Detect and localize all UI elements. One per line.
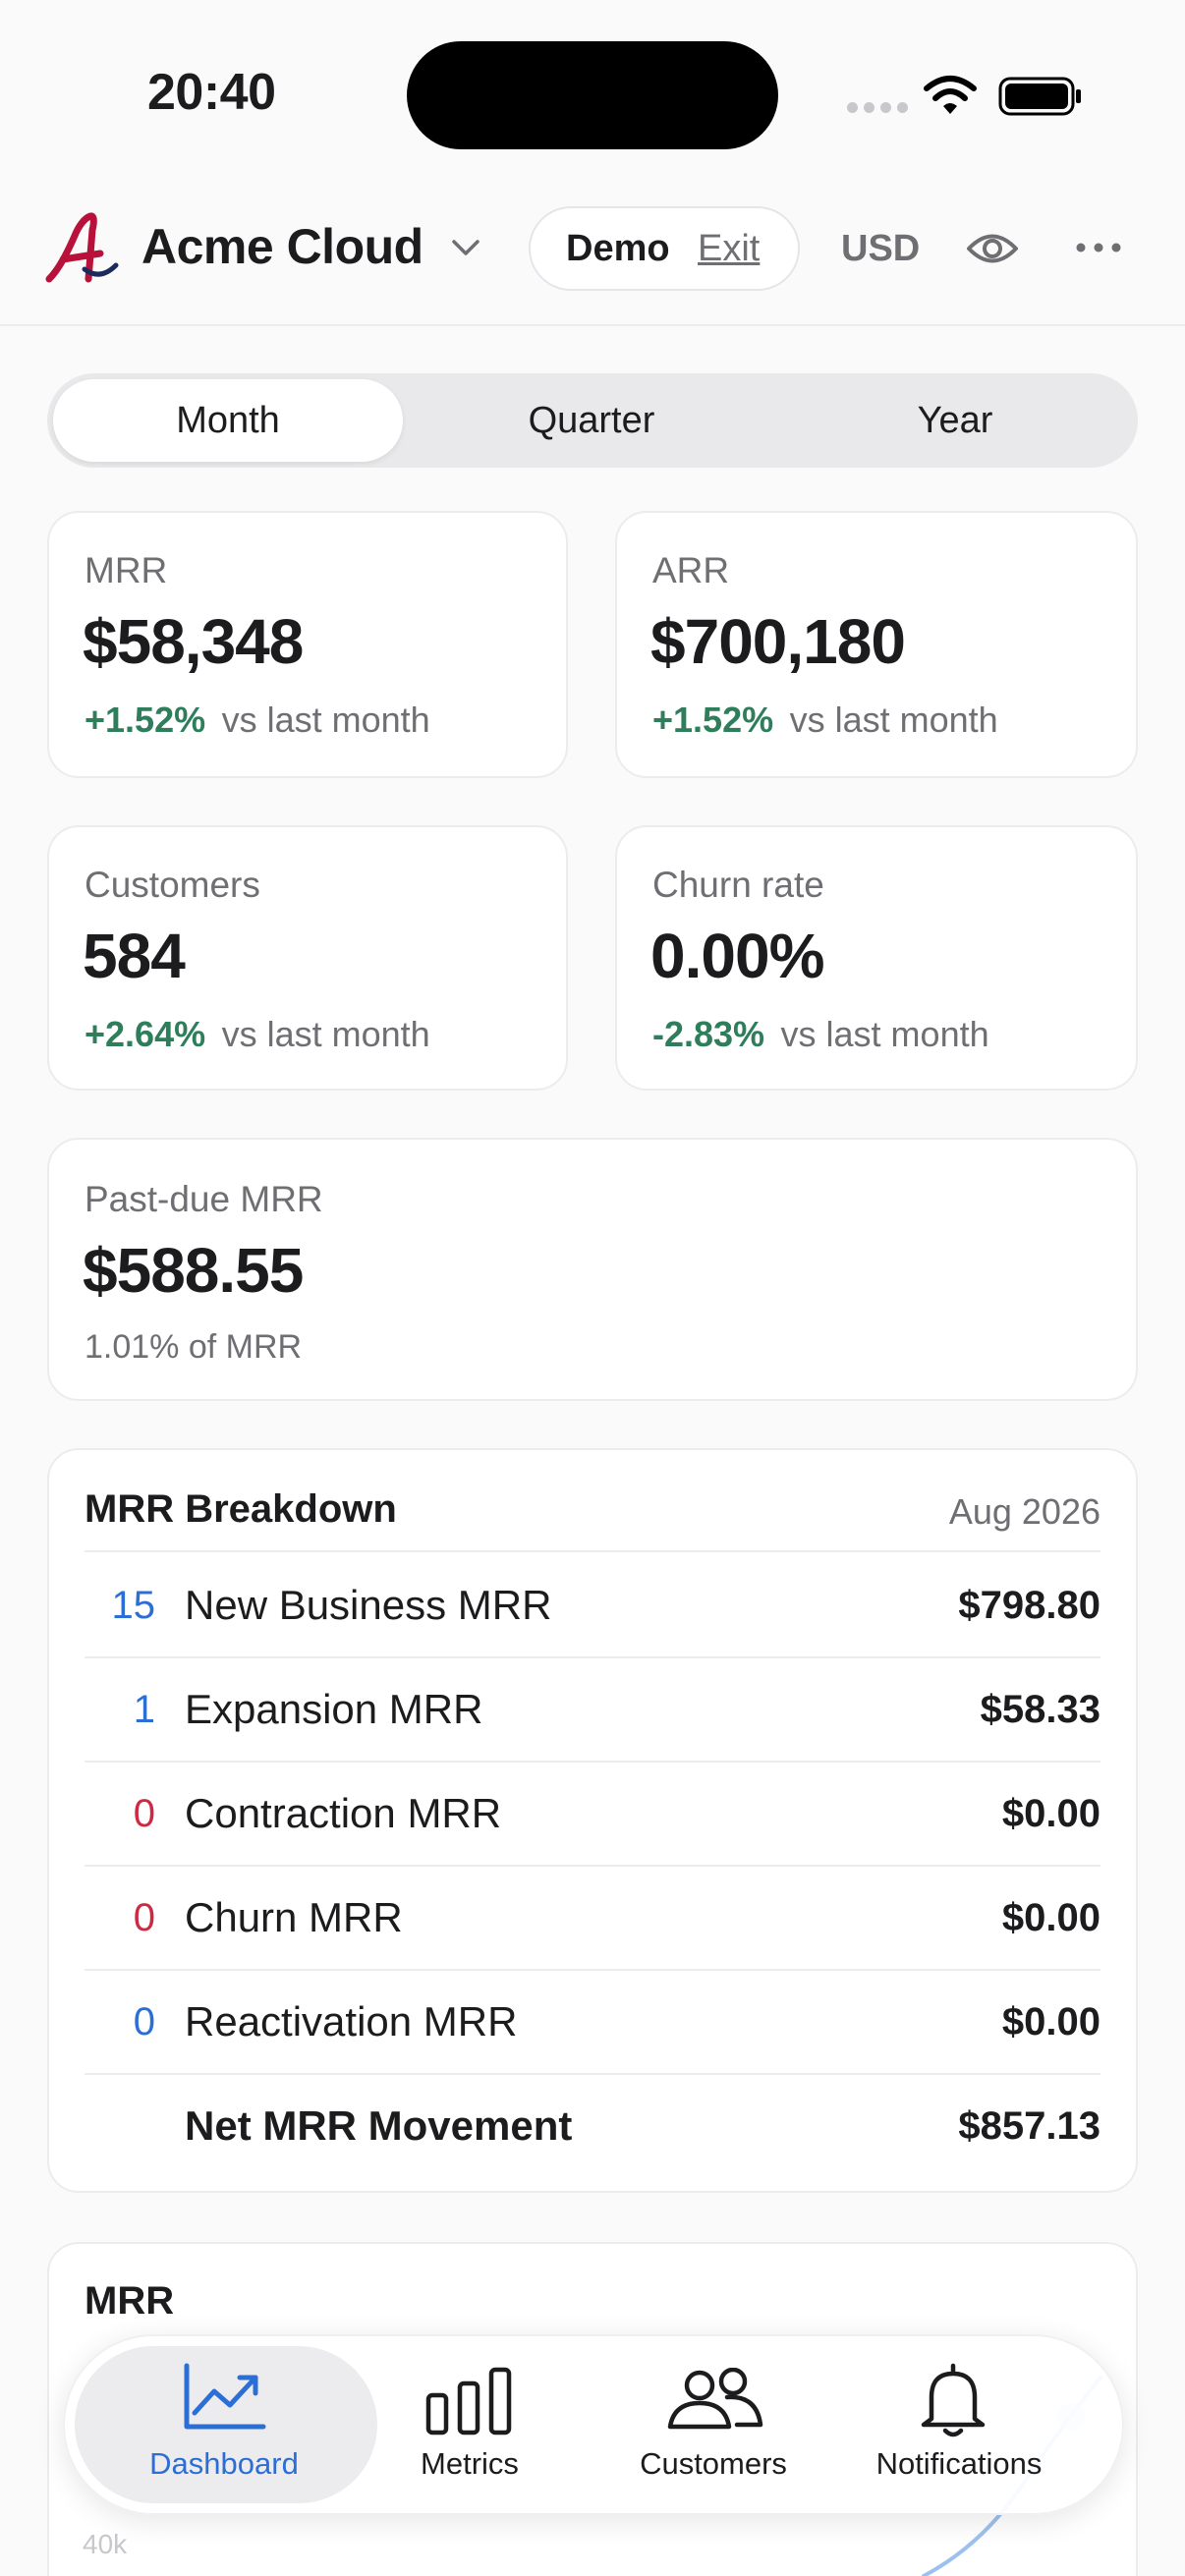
breakdown-count: 0 — [133, 1792, 155, 1835]
breakdown-count: 1 — [133, 1688, 155, 1731]
breakdown-label: Contraction MRR — [185, 1790, 502, 1836]
eye-icon[interactable] — [965, 222, 1020, 275]
divider — [85, 1550, 1100, 1552]
tab-metrics-label: Metrics — [421, 2446, 519, 2481]
breakdown-count: 0 — [133, 1896, 155, 1939]
churn-value: 0.00% — [650, 921, 824, 991]
currency-selector[interactable]: USD — [841, 228, 921, 269]
breakdown-title: MRR Breakdown — [85, 1487, 397, 1531]
mrr-breakdown-card — [47, 1448, 1138, 2193]
users-icon — [667, 2368, 763, 2430]
arr-value: $700,180 — [650, 606, 906, 677]
wifi-icon — [924, 76, 977, 114]
demo-label: Demo — [566, 228, 670, 269]
customers-change-suffix: vs last month — [221, 1014, 430, 1054]
divider — [85, 1969, 1100, 1971]
tab-dashboard-label: Dashboard — [149, 2446, 299, 2481]
battery-icon — [998, 77, 1081, 116]
mrr-change-row: +1.52% vs last month — [85, 700, 430, 741]
period-tab-selected-bg — [53, 379, 403, 462]
customers-change-row: +2.64% vs last month — [85, 1014, 430, 1055]
divider — [85, 1761, 1100, 1763]
arr-change-suffix: vs last month — [789, 700, 998, 740]
breakdown-label: Reactivation MRR — [185, 1998, 518, 2044]
breakdown-label: New Business MRR — [185, 1582, 552, 1628]
arr-change: +1.52% — [652, 700, 774, 740]
mrr-chart-title: MRR — [85, 2279, 175, 2323]
customers-card[interactable] — [47, 825, 568, 1091]
past-due-label: Past-due MRR — [85, 1179, 323, 1219]
divider — [85, 1656, 1100, 1658]
breakdown-value: $798.80 — [958, 1584, 1100, 1627]
chevron-down-icon[interactable] — [450, 234, 481, 261]
more-icon[interactable] — [1073, 232, 1124, 263]
tab-notifications-label: Notifications — [875, 2446, 1043, 2481]
breakdown-value: $0.00 — [1001, 1896, 1100, 1939]
mrr-value: $58,348 — [83, 606, 304, 677]
churn-change-suffix: vs last month — [780, 1014, 989, 1054]
past-due-value: $588.55 — [83, 1235, 304, 1306]
demo-pill — [529, 206, 800, 291]
breakdown-label: Churn MRR — [185, 1894, 403, 1940]
dynamic-island — [407, 41, 778, 149]
arr-card[interactable] — [615, 511, 1138, 778]
period-tab-month[interactable]: Month — [176, 400, 280, 441]
app-header — [0, 196, 1185, 326]
app-name[interactable]: Acme Cloud — [141, 219, 423, 274]
arr-label: ARR — [652, 550, 730, 590]
chart-trend-icon — [184, 2363, 266, 2430]
breakdown-count: 15 — [111, 1584, 156, 1627]
divider — [85, 1865, 1100, 1867]
net-mrr-movement-value: $857.13 — [958, 2104, 1100, 2148]
churn-change: -2.83% — [652, 1014, 765, 1054]
breakdown-label: Expansion MRR — [185, 1686, 483, 1732]
logo-icon — [45, 212, 119, 283]
breakdown-value: $0.00 — [1001, 2000, 1100, 2044]
bar-chart-icon — [425, 2367, 512, 2436]
period-tab-quarter[interactable]: Quarter — [528, 400, 655, 441]
mrr-label: MRR — [85, 550, 168, 590]
bell-icon — [921, 2363, 986, 2437]
mrr-change-suffix: vs last month — [221, 700, 430, 740]
churn-label: Churn rate — [652, 865, 824, 905]
chart-axis-label: 40k — [83, 2529, 128, 2559]
period-tab-year[interactable]: Year — [917, 400, 993, 441]
churn-card[interactable] — [615, 825, 1138, 1091]
arr-change-row: +1.52% vs last month — [652, 700, 998, 741]
customers-change: +2.64% — [85, 1014, 206, 1054]
customers-value: 584 — [83, 921, 186, 991]
mrr-card[interactable] — [47, 511, 568, 778]
customers-label: Customers — [85, 865, 260, 905]
past-due-sub: 1.01% of MRR — [85, 1328, 303, 1366]
breakdown-count: 0 — [133, 2000, 155, 2044]
breakdown-value: $58.33 — [980, 1688, 1100, 1731]
net-mrr-movement-label: Net MRR Movement — [185, 2102, 573, 2149]
past-due-card[interactable] — [47, 1138, 1138, 1401]
cellular-signal-icon — [847, 102, 908, 116]
divider — [85, 2073, 1100, 2075]
breakdown-period: Aug 2026 — [948, 1491, 1100, 1532]
exit-demo-link[interactable]: Exit — [698, 228, 761, 269]
churn-change-row: -2.83% vs last month — [652, 1014, 989, 1055]
breakdown-value: $0.00 — [1001, 1792, 1100, 1835]
status-time: 20:40 — [147, 64, 276, 121]
mrr-change: +1.52% — [85, 700, 206, 740]
tab-customers-label: Customers — [640, 2446, 787, 2481]
